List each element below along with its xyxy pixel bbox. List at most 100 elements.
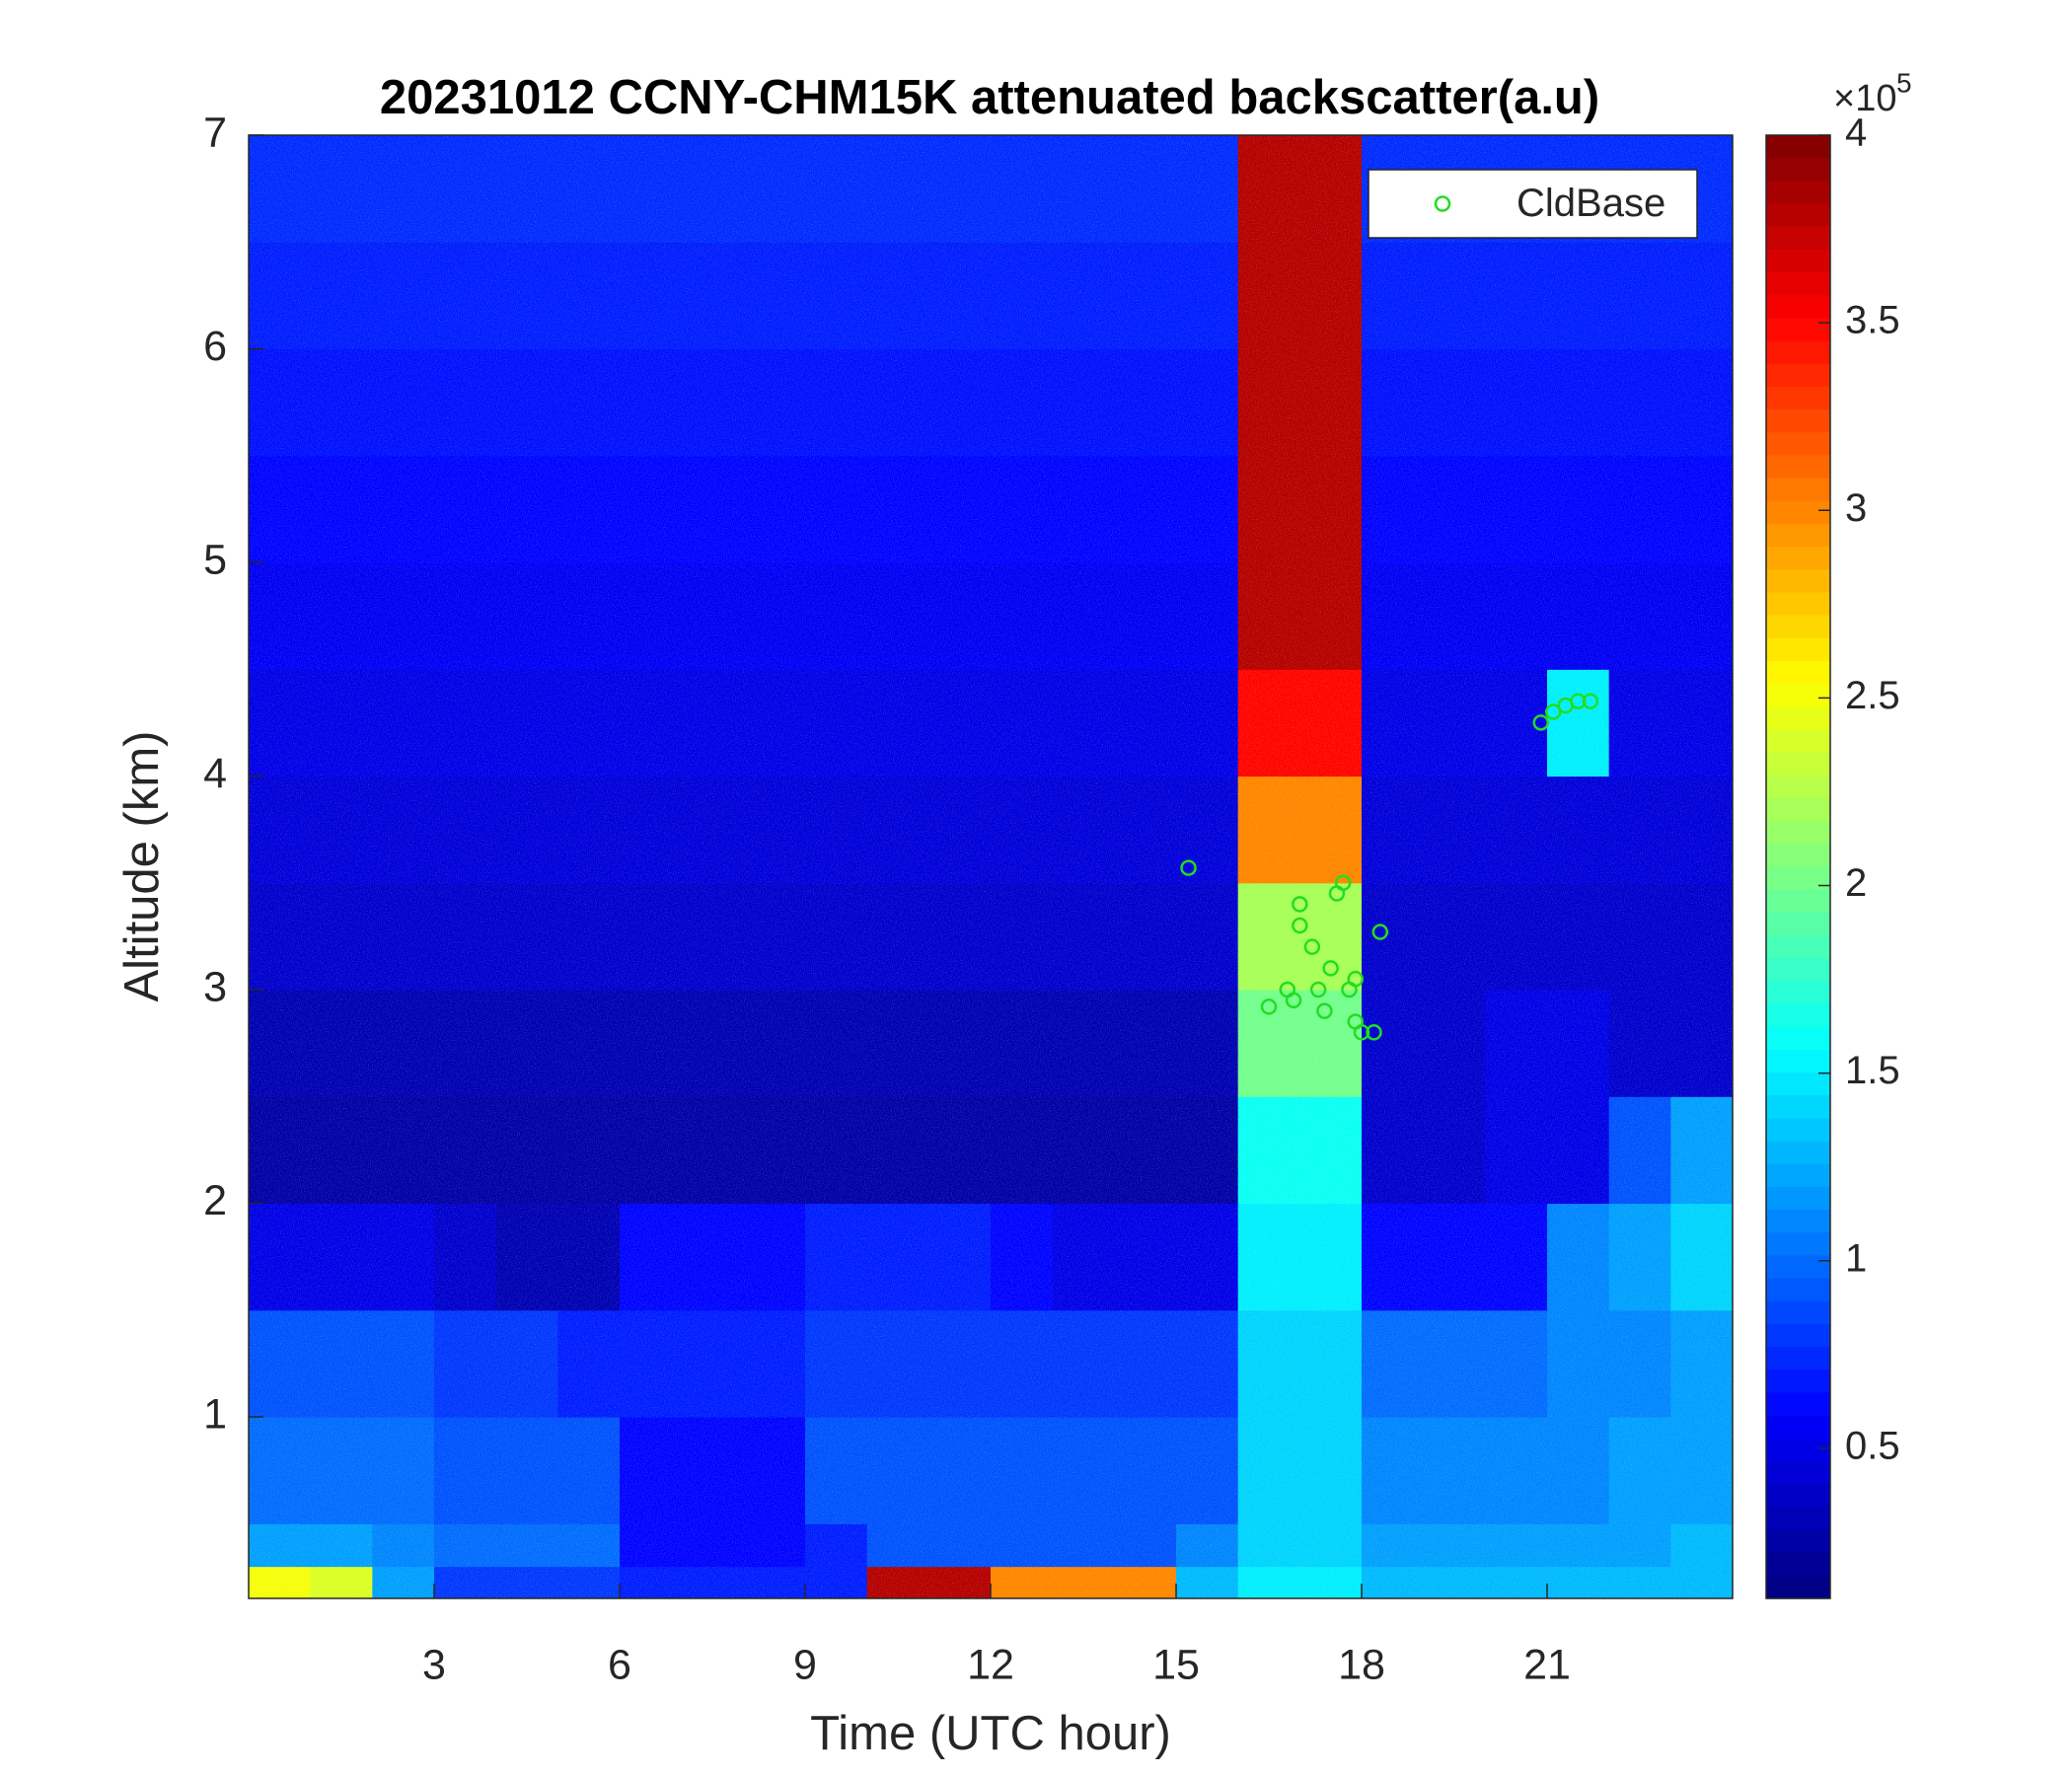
colorbar-swatch (1766, 981, 1830, 1005)
colorbar-swatch (1766, 1460, 1830, 1485)
colorbar-swatch (1766, 637, 1830, 662)
cloud-base-point (1292, 896, 1308, 913)
y-tick-label: 2 (203, 1177, 227, 1224)
colorbar-multiplier: ×10 (1833, 78, 1896, 119)
colorbar-swatch (1766, 1210, 1830, 1233)
cloud-base-point (1570, 693, 1587, 709)
colorbar-swatch (1766, 203, 1830, 228)
colorbar-swatch (1766, 1118, 1830, 1143)
colorbar-swatch (1766, 1186, 1830, 1211)
legend-marker (1434, 195, 1451, 212)
colorbar-swatch (1766, 821, 1830, 845)
colorbar-swatch (1766, 523, 1830, 548)
colorbar-swatch (1766, 866, 1830, 891)
y-axis-label: Altitude (km) (115, 730, 169, 1001)
cloud-base-point (1285, 992, 1302, 1009)
colorbar-tick-label: 3.5 (1845, 299, 1900, 342)
colorbar-tick-label: 0.5 (1845, 1424, 1900, 1467)
cloud-base-point (1334, 874, 1352, 891)
colorbar-swatch (1766, 1141, 1830, 1165)
colorbar-exponent: 5 (1896, 67, 1912, 98)
colorbar-swatch (1766, 409, 1830, 433)
colorbar-swatch (1766, 1392, 1830, 1417)
colorbar-swatch (1766, 660, 1830, 685)
colorbar-swatch (1766, 1163, 1830, 1188)
colorbar-swatch (1766, 1255, 1830, 1280)
colorbar-swatch (1766, 226, 1830, 251)
colorbar-swatch (1766, 432, 1830, 457)
colorbar-swatch (1766, 158, 1830, 182)
legend-label: CldBase (1517, 182, 1665, 225)
x-tick-label: 18 (1338, 1641, 1385, 1688)
colorbar-tick-label: 3 (1845, 486, 1867, 530)
x-tick-label: 6 (608, 1641, 631, 1688)
colorbar-swatch (1766, 272, 1830, 296)
chart-title: 20231012 CCNY-CHM15K attenuated backscat… (380, 71, 1599, 124)
colorbar-swatch (1766, 1323, 1830, 1348)
x-tick-label: 3 (422, 1641, 446, 1688)
y-tick-label: 3 (203, 963, 227, 1010)
cloud-base-point (1371, 924, 1389, 940)
colorbar-swatch (1766, 844, 1830, 868)
colorbar-swatch (1766, 592, 1830, 617)
y-tick-label: 6 (203, 323, 227, 370)
colorbar-tick-label: 2 (1845, 861, 1867, 905)
colorbar-tick-label: 1.5 (1845, 1049, 1900, 1092)
colorbar-swatch (1766, 706, 1830, 731)
colorbar-swatch (1766, 1232, 1830, 1257)
colorbar-swatch (1766, 1438, 1830, 1462)
colorbar-swatch (1766, 1347, 1830, 1370)
colorbar-swatch (1766, 684, 1830, 707)
x-tick-label: 9 (793, 1641, 817, 1688)
colorbar-swatch (1766, 752, 1830, 777)
cloud-base-point (1545, 703, 1562, 720)
axes: 3 6 9 12 15 18 2112345670.511.522.533.54CldBas… (203, 109, 1900, 1688)
colorbar-swatch (1766, 1278, 1830, 1302)
colorbar-swatch (1766, 318, 1830, 342)
cloud-base-point (1309, 981, 1327, 999)
colorbar-swatch (1766, 797, 1830, 822)
cloud-base-point (1582, 693, 1599, 709)
cloud-base-point (1532, 714, 1549, 731)
colorbar-swatch (1766, 478, 1830, 502)
cloud-base-point (1353, 1024, 1370, 1041)
colorbar-tick-label: 2.5 (1845, 674, 1900, 717)
colorbar-swatch (1766, 1003, 1830, 1028)
colorbar-swatch (1766, 1552, 1830, 1577)
texture (249, 135, 1733, 1598)
colorbar-swatch (1766, 1049, 1830, 1073)
colorbar-swatch (1766, 889, 1830, 914)
colorbar-swatch (1766, 386, 1830, 410)
colorbar-swatch (1766, 1369, 1830, 1394)
colorbar-swatch (1766, 1300, 1830, 1325)
colorbar-swatch (1766, 569, 1830, 594)
colorbar-swatch (1766, 135, 1830, 159)
colorbar-frame (1765, 134, 1831, 1599)
colorbar-swatch (1766, 500, 1830, 525)
colorbar-swatch (1766, 958, 1830, 982)
colorbar-swatch (1766, 1575, 1830, 1599)
x-tick-label: 15 (1152, 1641, 1200, 1688)
cloud-base-point (1303, 938, 1321, 955)
y-tick-label: 7 (203, 109, 227, 156)
x-axis-label: Time (UTC hour) (810, 1707, 1171, 1760)
colorbar-swatch (1766, 1507, 1830, 1531)
colorbar-swatch (1766, 547, 1830, 570)
colorbar-swatch (1766, 1073, 1830, 1096)
cloud-base-point (1316, 1002, 1333, 1019)
colorbar-swatch (1766, 455, 1830, 480)
colorbar-swatch (1766, 1026, 1830, 1051)
colorbar-swatch (1766, 181, 1830, 205)
colorbar-swatch (1766, 1415, 1830, 1440)
colorbar-swatch (1766, 363, 1830, 388)
cloud-base-point (1260, 999, 1278, 1015)
colorbar-swatch (1766, 1529, 1830, 1554)
colorbar-swatch (1766, 729, 1830, 754)
cloud-base-point (1292, 917, 1308, 934)
colorbar-swatch (1766, 1484, 1830, 1508)
cloud-base-point (1180, 859, 1197, 876)
colorbar-swatch (1766, 935, 1830, 959)
colorbar-tick-label: 1 (1845, 1236, 1867, 1280)
y-tick-label: 5 (203, 536, 227, 583)
